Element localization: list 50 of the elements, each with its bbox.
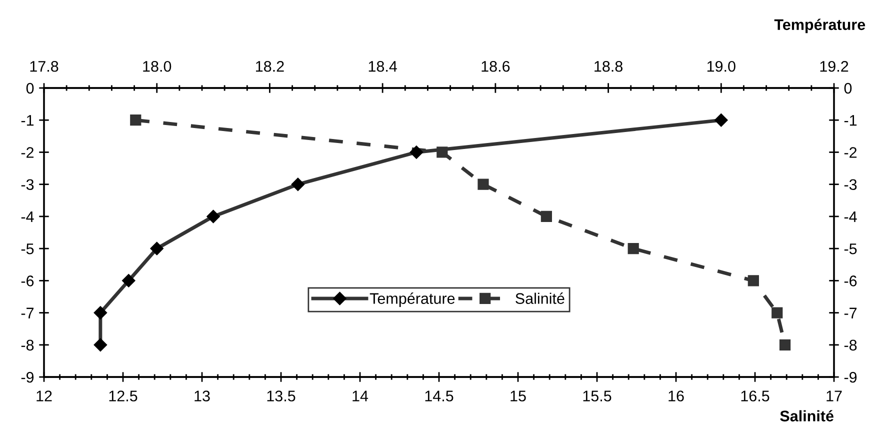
x2-tick-label: 18.0 bbox=[143, 60, 172, 72]
x-tick-label: 12 bbox=[36, 390, 52, 402]
legend-label: Salinité bbox=[516, 292, 564, 304]
x-tick-label: 13 bbox=[194, 390, 210, 402]
y-tick-label: -6 bbox=[21, 276, 34, 286]
point bbox=[772, 307, 783, 318]
y2-tick-label: -4 bbox=[844, 211, 857, 222]
y2-tick-label: -5 bbox=[844, 244, 857, 254]
point bbox=[130, 114, 142, 126]
point bbox=[628, 243, 639, 254]
x-tick-label: 17 bbox=[826, 390, 842, 402]
point bbox=[748, 275, 759, 286]
x2-tick-label: 18.2 bbox=[256, 60, 284, 72]
y-tick-label: -8 bbox=[21, 340, 34, 351]
y-tick-label: -4 bbox=[21, 211, 34, 222]
legend-label: Température bbox=[370, 292, 455, 307]
y-tick-label: -5 bbox=[21, 244, 34, 254]
point bbox=[478, 178, 489, 190]
point bbox=[540, 210, 552, 222]
x-tick-label: 13.5 bbox=[267, 390, 296, 402]
x2-tick-label: 19.2 bbox=[820, 60, 848, 72]
y2-tick-label: -3 bbox=[844, 179, 857, 190]
x-tick-label: 16 bbox=[668, 390, 684, 402]
x2-tick-label: 18.4 bbox=[368, 60, 397, 72]
x2-tick-label: 17.8 bbox=[30, 60, 58, 72]
x-tick-label: 12.5 bbox=[109, 390, 138, 402]
y-tick-label: -9 bbox=[21, 372, 34, 383]
x2-tick-label: 19.0 bbox=[707, 60, 736, 72]
y2-tick-label: 0 bbox=[844, 82, 852, 94]
x-axis-title: Salinité bbox=[780, 410, 834, 422]
y2-tick-label: -8 bbox=[844, 340, 857, 351]
y2-tick-label: -1 bbox=[844, 115, 857, 126]
y2-tick-label: -2 bbox=[844, 147, 857, 158]
y-tick-label: 0 bbox=[26, 82, 34, 94]
y-tick-label: -7 bbox=[21, 308, 34, 318]
y-tick-label: -2 bbox=[21, 147, 34, 158]
x-tick-label: 14.5 bbox=[425, 390, 454, 402]
x2-tick-label: 18.6 bbox=[482, 60, 510, 72]
y-tick-label: -1 bbox=[21, 115, 34, 126]
x-tick-label: 16.5 bbox=[741, 390, 770, 402]
x2-tick-label: 18.8 bbox=[594, 60, 622, 72]
y2-tick-label: -6 bbox=[844, 276, 857, 286]
x2-axis-title: Température bbox=[774, 18, 866, 34]
point bbox=[779, 339, 791, 350]
y2-tick-label: -9 bbox=[844, 372, 857, 383]
y2-tick-label: -7 bbox=[844, 308, 857, 318]
x-tick-label: 15 bbox=[510, 390, 526, 402]
x-tick-label: 14 bbox=[352, 390, 368, 402]
y-tick-label: -3 bbox=[21, 179, 34, 190]
x-tick-label: 15.5 bbox=[583, 390, 612, 402]
